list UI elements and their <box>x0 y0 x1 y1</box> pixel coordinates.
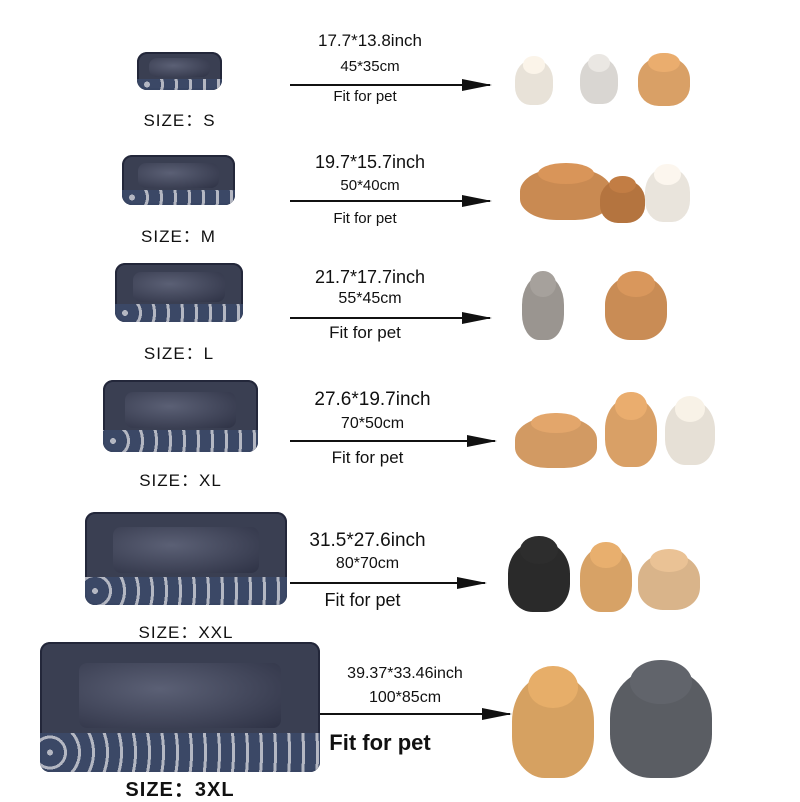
pet-head <box>615 392 647 421</box>
arrow-icon <box>320 708 512 720</box>
size-label: SIZE：XL <box>139 471 222 490</box>
pet-bed-image <box>40 642 320 772</box>
pet-head <box>522 56 546 75</box>
arrow-icon <box>290 312 492 324</box>
size-label: SIZE：M <box>141 227 216 246</box>
dog-icon <box>520 163 612 220</box>
arrow-icon <box>290 195 492 207</box>
pet-head <box>630 659 692 704</box>
pet-bed-image <box>85 512 287 605</box>
dimension-cm: 45*35cm <box>340 58 400 75</box>
bed-pattern-band <box>115 304 243 322</box>
dimension-cm: 50*40cm <box>340 177 400 194</box>
bed-pattern-band <box>122 190 235 205</box>
dimension-inch: 19.7*15.7inch <box>314 152 426 172</box>
pet-head <box>650 549 688 572</box>
husky-icon <box>610 659 712 778</box>
golden-retriever-icon <box>512 666 594 778</box>
chihuahua-icon <box>605 271 667 340</box>
pug-icon <box>645 163 690 222</box>
bed-pattern-band <box>40 733 320 772</box>
corgi-icon <box>580 541 632 612</box>
dimension-cm: 80*70cm <box>335 555 400 572</box>
pet-bed-image <box>137 52 222 90</box>
pet-head <box>648 52 680 73</box>
dimension-inch: 31.5*27.6inch <box>309 530 426 551</box>
corgi-icon <box>605 392 657 467</box>
dimension-cm: 55*45cm <box>338 290 402 307</box>
fit-for-pet-label: Fit for pet <box>333 210 397 227</box>
bed-pattern-band <box>137 78 222 90</box>
dimension-inch: 39.37*33.46inch <box>347 665 463 682</box>
pet-head <box>530 271 556 297</box>
pet-head <box>675 396 705 422</box>
dimension-inch: 21.7*17.7inch <box>314 267 426 287</box>
pet-head <box>587 53 611 73</box>
cat-icon <box>515 412 597 468</box>
pet-bed-image <box>122 155 235 205</box>
pet-head <box>654 163 681 186</box>
kitten-icon <box>515 56 553 105</box>
dog-icon <box>665 396 715 465</box>
size-label: SIZE：3XL <box>125 779 235 801</box>
cat-icon <box>522 271 564 340</box>
fit-for-pet-label: Fit for pet <box>329 323 401 342</box>
arrow-icon <box>290 577 487 589</box>
kitten-icon <box>580 53 618 104</box>
arrow-icon <box>290 435 497 447</box>
fit-for-pet-label: Fit for pet <box>331 448 404 467</box>
fit-for-pet-label: Fit for pet <box>333 88 397 105</box>
pet-head <box>531 412 581 434</box>
bed-pattern-band <box>103 430 258 452</box>
dimension-inch: 17.7*13.8inch <box>318 31 422 50</box>
size-label: SIZE：S <box>143 111 216 130</box>
arrow-icon <box>290 79 492 91</box>
puppy-icon <box>600 176 645 223</box>
bed-cushion <box>137 163 220 188</box>
bed-cushion <box>79 662 281 728</box>
border-collie-icon <box>508 535 570 612</box>
bed-cushion <box>132 272 226 302</box>
pet-head <box>528 666 578 708</box>
fit-for-pet-label: Fit for pet <box>324 590 401 610</box>
bed-cushion <box>148 58 211 78</box>
pet-bed-image <box>103 380 258 452</box>
size-label: SIZE：L <box>143 344 215 363</box>
puppy-icon <box>638 52 690 106</box>
pet-head <box>538 163 594 185</box>
pet-bed-image <box>115 263 243 322</box>
bed-cushion <box>124 391 237 428</box>
pet-head <box>609 176 636 194</box>
dimension-cm: 70*50cm <box>340 415 405 432</box>
dimension-cm: 100*85cm <box>368 689 442 706</box>
size-label: SIZE：XXL <box>138 623 234 642</box>
dimension-inch: 27.6*19.7inch <box>314 389 431 410</box>
fit-for-pet-label: Fit for pet <box>329 730 431 755</box>
pet-head <box>590 541 622 568</box>
bed-pattern-band <box>85 577 287 605</box>
pet-head <box>520 535 558 565</box>
pet-head <box>617 271 655 297</box>
bed-cushion <box>113 526 259 574</box>
bulldog-icon <box>638 549 700 610</box>
